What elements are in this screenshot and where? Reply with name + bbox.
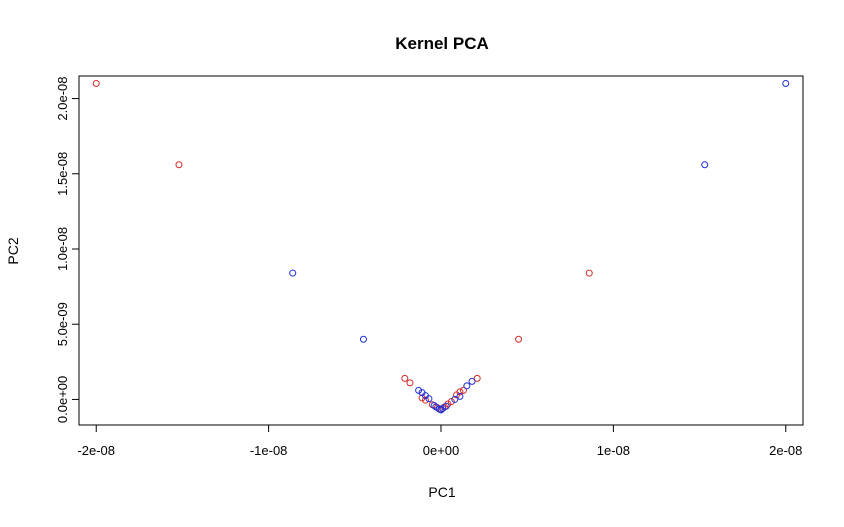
y-tick-label: 1.0e-08: [55, 227, 70, 271]
data-point: [92, 80, 100, 88]
data-point: [418, 394, 426, 402]
data-point: [468, 377, 476, 385]
y-tick-label: 0.0e+00: [55, 376, 70, 423]
x-tick-label: 0e+00: [423, 443, 460, 458]
data-point: [701, 161, 709, 169]
data-point: [515, 335, 523, 343]
data-point: [439, 404, 447, 412]
data-point: [175, 161, 183, 169]
data-point: [421, 396, 429, 404]
data-point: [406, 379, 414, 387]
x-tick-label: 1e-08: [597, 443, 630, 458]
data-point: [459, 386, 467, 394]
data-point: [447, 398, 455, 406]
data-point: [359, 335, 367, 343]
data-point: [473, 374, 481, 382]
data-point: [585, 269, 593, 277]
plot-box: [78, 75, 804, 426]
data-point: [453, 391, 461, 399]
data-point: [782, 80, 790, 88]
data-point: [456, 392, 464, 400]
y-tick-label: 5.0e-09: [55, 302, 70, 346]
data-point: [437, 406, 445, 414]
data-point: [425, 395, 433, 403]
x-axis: -2e-08 -1e-08 0e+00 1e-08 2e-08: [77, 424, 802, 458]
data-points: [92, 80, 790, 414]
data-point: [289, 269, 297, 277]
x-axis-label: PC1: [428, 484, 455, 500]
x-tick-label: 2e-08: [769, 443, 802, 458]
data-point: [442, 402, 450, 410]
data-point: [463, 382, 471, 390]
y-axis: 0.0e+00 5.0e-09 1.0e-08 1.5e-08 2.0e-08: [55, 77, 80, 423]
data-point: [401, 374, 409, 382]
y-tick-label: 2.0e-08: [55, 77, 70, 121]
chart-title: Kernel PCA: [395, 34, 489, 53]
data-point: [430, 401, 438, 409]
y-tick-label: 1.5e-08: [55, 152, 70, 196]
data-point: [451, 395, 459, 403]
data-point: [415, 386, 423, 394]
y-axis-label: PC2: [5, 237, 21, 264]
data-point: [432, 403, 440, 411]
x-tick-label: -1e-08: [250, 443, 288, 458]
x-tick-label: -2e-08: [77, 443, 115, 458]
